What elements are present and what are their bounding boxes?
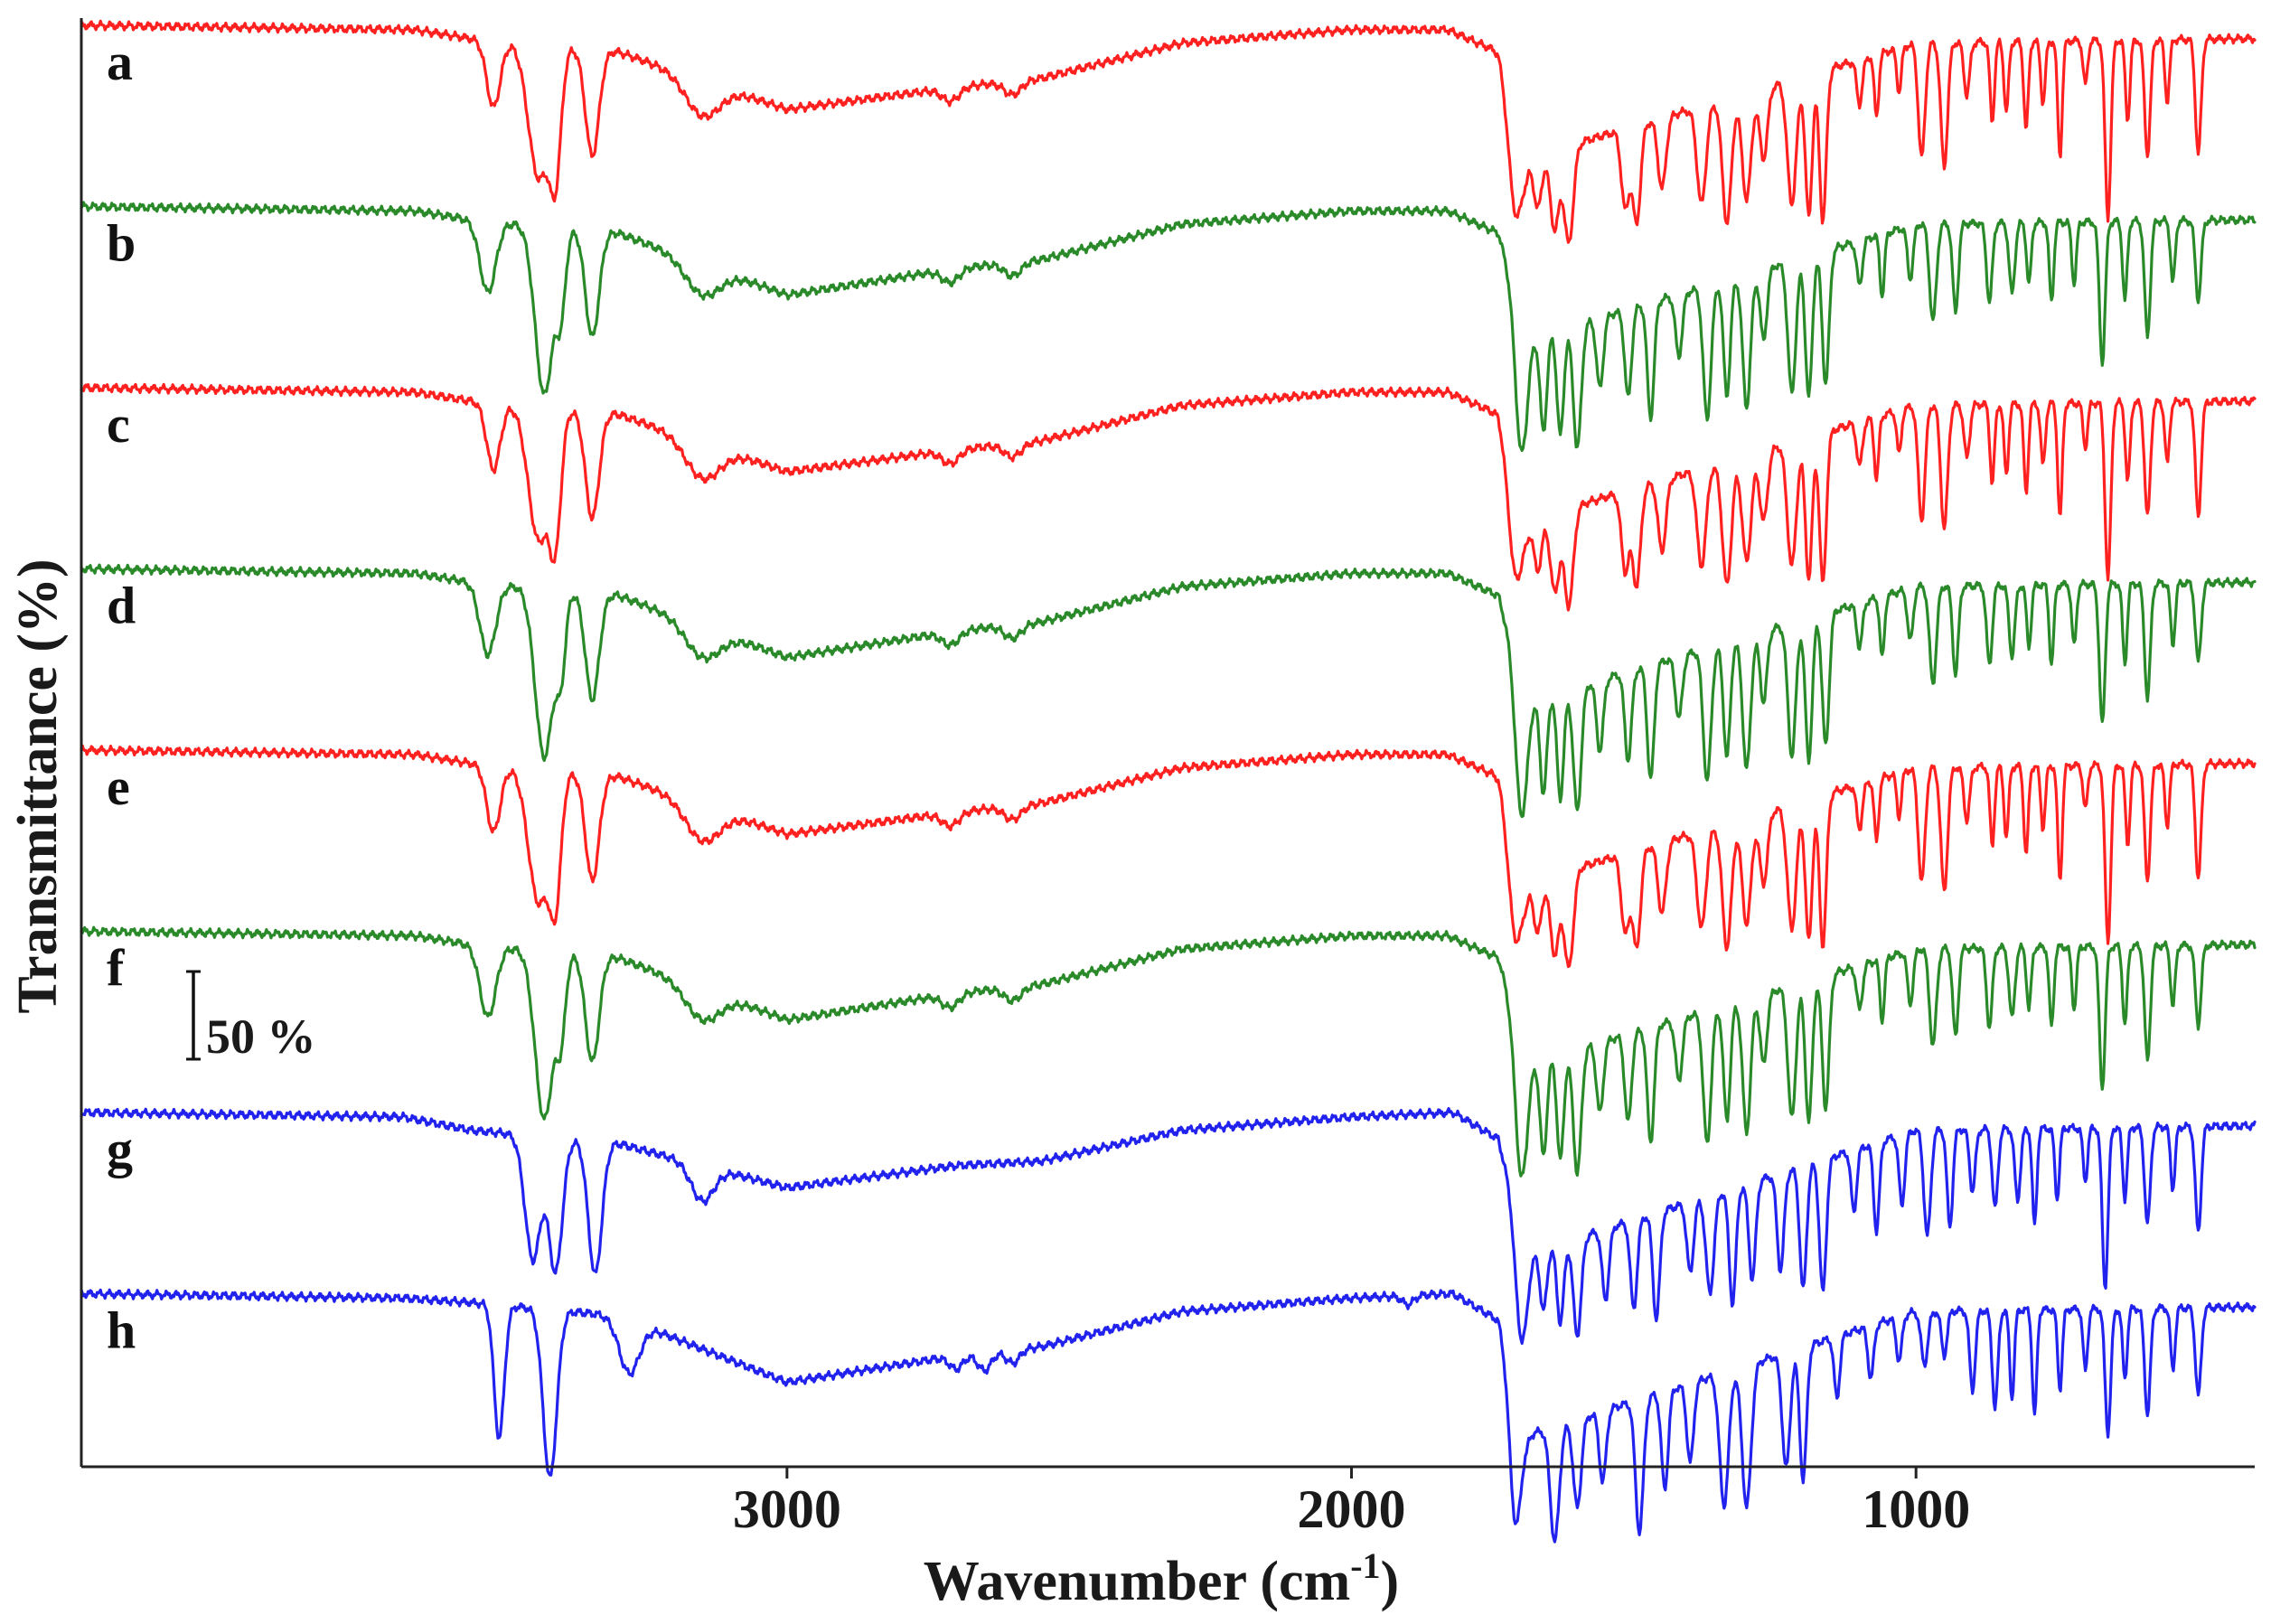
series-label-f: f	[107, 939, 125, 998]
x-axis-label-main: Wavenumber (cm	[924, 1551, 1350, 1612]
series-label-h: h	[107, 1301, 136, 1360]
spectrum-line-g	[80, 1107, 2257, 1346]
series-labels-group: a b c d e f g h	[107, 33, 136, 1360]
scale-bar-label: 50 %	[206, 1009, 316, 1064]
spectrum-line-c	[80, 382, 2257, 612]
spectrum-line-e	[80, 744, 2257, 969]
spectra-series-group	[80, 19, 2257, 1544]
series-label-b: b	[107, 214, 136, 273]
y-axis-label: Transmittance (%)	[7, 559, 69, 1013]
x-axis-label-close: )	[1381, 1551, 1400, 1612]
x-tick-label: 3000	[733, 1479, 841, 1539]
series-label-e: e	[107, 757, 130, 816]
series-label-c: c	[107, 395, 130, 454]
spectrum-line-b	[80, 201, 2257, 453]
spectrum-line-f	[80, 925, 2257, 1178]
x-tick-label: 1000	[1862, 1479, 1970, 1539]
x-tick-label: 2000	[1298, 1479, 1406, 1539]
series-label-a: a	[107, 33, 133, 91]
x-ticks-group: 3000 2000 1000	[733, 1467, 1970, 1539]
series-label-d: d	[107, 577, 136, 635]
spectrum-line-a	[80, 19, 2257, 244]
scale-bar: 50 %	[186, 970, 316, 1064]
x-axis-label-superscript: -1	[1350, 1545, 1380, 1586]
spectrum-line-h	[80, 1288, 2257, 1544]
spectrum-line-d	[80, 563, 2257, 819]
x-axis-label: Wavenumber (cm-1)	[924, 1545, 1399, 1612]
series-label-g: g	[107, 1120, 133, 1178]
